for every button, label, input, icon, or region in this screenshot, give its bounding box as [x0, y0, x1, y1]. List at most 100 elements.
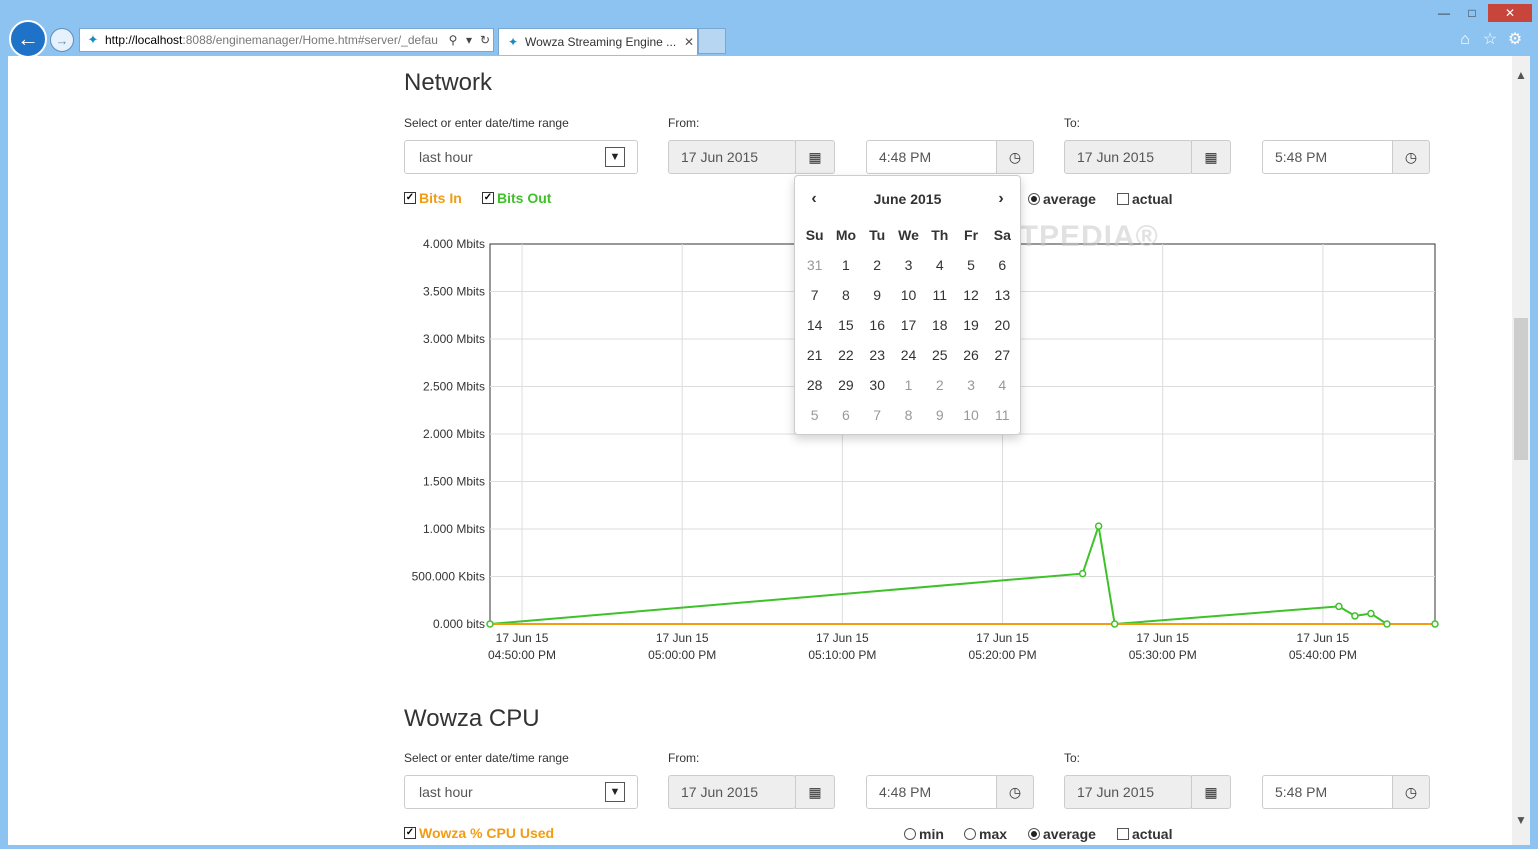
cpu-used-checkbox[interactable]: ✓ Wowza % CPU Used	[404, 825, 554, 841]
cpu-range-select[interactable]: last hour ▼	[404, 775, 638, 809]
cpu-from-date-input[interactable]: 17 Jun 2015	[668, 775, 796, 809]
datepicker-day[interactable]: 25	[931, 347, 948, 363]
minimize-button[interactable]: —	[1438, 6, 1450, 20]
range-select[interactable]: last hour ▼	[404, 140, 638, 174]
prev-month-button[interactable]: ‹	[811, 190, 817, 207]
new-tab-button[interactable]	[698, 28, 726, 54]
settings-gear-icon[interactable]: ⚙	[1507, 31, 1523, 48]
calendar-icon[interactable]: ▦	[1191, 775, 1231, 809]
datepicker-day[interactable]: 2	[935, 377, 944, 393]
datepicker-day[interactable]: 3	[904, 257, 913, 273]
datepicker-day[interactable]: 11	[932, 287, 948, 303]
checkbox-icon[interactable]	[1117, 828, 1129, 840]
datepicker-day[interactable]: 2	[873, 257, 882, 273]
clock-icon[interactable]: ◷	[1392, 140, 1430, 174]
address-bar[interactable]: ✦ http://localhost:8088/enginemanager/Ho…	[79, 28, 494, 52]
back-button[interactable]: ←	[9, 20, 47, 58]
datepicker-day[interactable]: 6	[842, 407, 850, 423]
cpu-to-date-input[interactable]: 17 Jun 2015	[1064, 775, 1192, 809]
clock-icon[interactable]: ◷	[1392, 775, 1430, 809]
datepicker-day[interactable]: 31	[806, 257, 823, 273]
datepicker-day[interactable]: 19	[963, 317, 979, 333]
datepicker-day[interactable]: 23	[869, 347, 885, 363]
scroll-thumb[interactable]	[1514, 318, 1528, 460]
clock-icon[interactable]: ◷	[996, 775, 1034, 809]
datepicker-day[interactable]: 1	[904, 377, 913, 393]
datepicker-day[interactable]: 1	[842, 257, 850, 273]
datepicker-day[interactable]: 24	[900, 347, 917, 363]
calendar-icon[interactable]: ▦	[1191, 140, 1231, 174]
datepicker-day[interactable]: 30	[869, 377, 885, 393]
datepicker-day[interactable]: 3	[967, 377, 975, 393]
datepicker-day[interactable]: 14	[806, 317, 823, 333]
radio-icon[interactable]	[904, 828, 916, 840]
tab-close-icon[interactable]: ✕	[683, 35, 695, 49]
home-icon[interactable]: ⌂	[1460, 31, 1470, 48]
datepicker-day[interactable]: 12	[963, 287, 979, 303]
datepicker-day[interactable]: 9	[935, 407, 944, 423]
dropdown-chevron-icon[interactable]: ▾	[465, 33, 473, 47]
datepicker-day[interactable]: 15	[838, 317, 854, 333]
datepicker-day[interactable]: 6	[998, 257, 1007, 273]
bits-in-checkbox[interactable]: ✓ Bits In	[404, 190, 462, 206]
datepicker-day[interactable]: 16	[869, 317, 885, 333]
chevron-down-icon[interactable]: ▼	[605, 147, 625, 167]
checkbox-icon[interactable]	[1117, 193, 1129, 205]
bits-out-checkbox[interactable]: ✓ Bits Out	[482, 190, 551, 206]
forward-button[interactable]: →	[50, 28, 74, 52]
radio-selected-icon[interactable]	[1028, 193, 1040, 205]
datepicker-day[interactable]: 29	[838, 377, 854, 393]
search-icon[interactable]: ⚲	[448, 33, 458, 47]
datepicker-day[interactable]: 4	[998, 377, 1007, 393]
browser-tab[interactable]: ✦ Wowza Streaming Engine ... ✕	[498, 28, 698, 55]
chevron-down-icon[interactable]: ▼	[605, 782, 625, 802]
min-radio[interactable]: min	[904, 826, 944, 842]
maximize-button[interactable]: □	[1468, 6, 1476, 20]
from-date-input[interactable]: 17 Jun 2015	[668, 140, 796, 174]
checkbox-checked-icon[interactable]: ✓	[404, 827, 416, 839]
radio-icon[interactable]	[964, 828, 976, 840]
cpu-from-time-input[interactable]: 4:48 PM	[866, 775, 998, 809]
datepicker-day[interactable]: 9	[873, 287, 882, 303]
datepicker-day[interactable]: 5	[810, 407, 819, 423]
datepicker-day[interactable]: 7	[810, 287, 819, 303]
datepicker-day[interactable]: 17	[900, 317, 917, 333]
vertical-scrollbar[interactable]: ▲ ▼	[1512, 56, 1530, 845]
cpu-actual-radio[interactable]: actual	[1117, 826, 1172, 842]
datepicker-day[interactable]: 8	[842, 287, 850, 303]
calendar-icon[interactable]: ▦	[795, 775, 835, 809]
datepicker-day[interactable]: 10	[963, 407, 979, 423]
address-url[interactable]: http://localhost:8088/enginemanager/Home…	[105, 33, 445, 47]
datepicker-day[interactable]: 26	[963, 347, 979, 363]
average-radio[interactable]: average	[1028, 191, 1096, 207]
radio-selected-icon[interactable]	[1028, 828, 1040, 840]
checkbox-checked-icon[interactable]: ✓	[404, 192, 416, 204]
max-radio[interactable]: max	[964, 826, 1007, 842]
datepicker-day[interactable]: 20	[994, 317, 1011, 333]
datepicker-day[interactable]: 7	[873, 407, 882, 423]
datepicker-day[interactable]: 8	[904, 407, 913, 423]
datepicker-day[interactable]: 22	[838, 347, 854, 363]
actual-radio[interactable]: actual	[1117, 191, 1172, 207]
datepicker-month-title[interactable]: June 2015	[873, 191, 942, 207]
clock-icon[interactable]: ◷	[996, 140, 1034, 174]
datepicker-day[interactable]: 4	[935, 257, 944, 273]
datepicker-day[interactable]: 18	[931, 317, 948, 333]
checkbox-checked-icon[interactable]: ✓	[482, 192, 494, 204]
calendar-icon[interactable]: ▦	[795, 140, 835, 174]
datepicker-day[interactable]: 13	[994, 287, 1011, 303]
cpu-to-time-input[interactable]: 5:48 PM	[1262, 775, 1394, 809]
datepicker-day[interactable]: 28	[806, 377, 823, 393]
datepicker-day[interactable]: 27	[994, 347, 1011, 363]
to-date-input[interactable]: 17 Jun 2015	[1064, 140, 1192, 174]
scroll-down-icon[interactable]: ▼	[1515, 813, 1527, 827]
datepicker-day[interactable]: 21	[806, 347, 823, 363]
next-month-button[interactable]: ›	[998, 190, 1004, 207]
cpu-average-radio[interactable]: average	[1028, 826, 1096, 842]
datepicker-day[interactable]: 10	[900, 287, 917, 303]
refresh-icon[interactable]: ↻	[479, 33, 491, 47]
favorites-star-icon[interactable]: ☆	[1482, 31, 1498, 48]
datepicker-day[interactable]: 11	[995, 407, 1010, 423]
close-window-button[interactable]: ✕	[1488, 4, 1532, 22]
scroll-up-icon[interactable]: ▲	[1515, 68, 1527, 82]
